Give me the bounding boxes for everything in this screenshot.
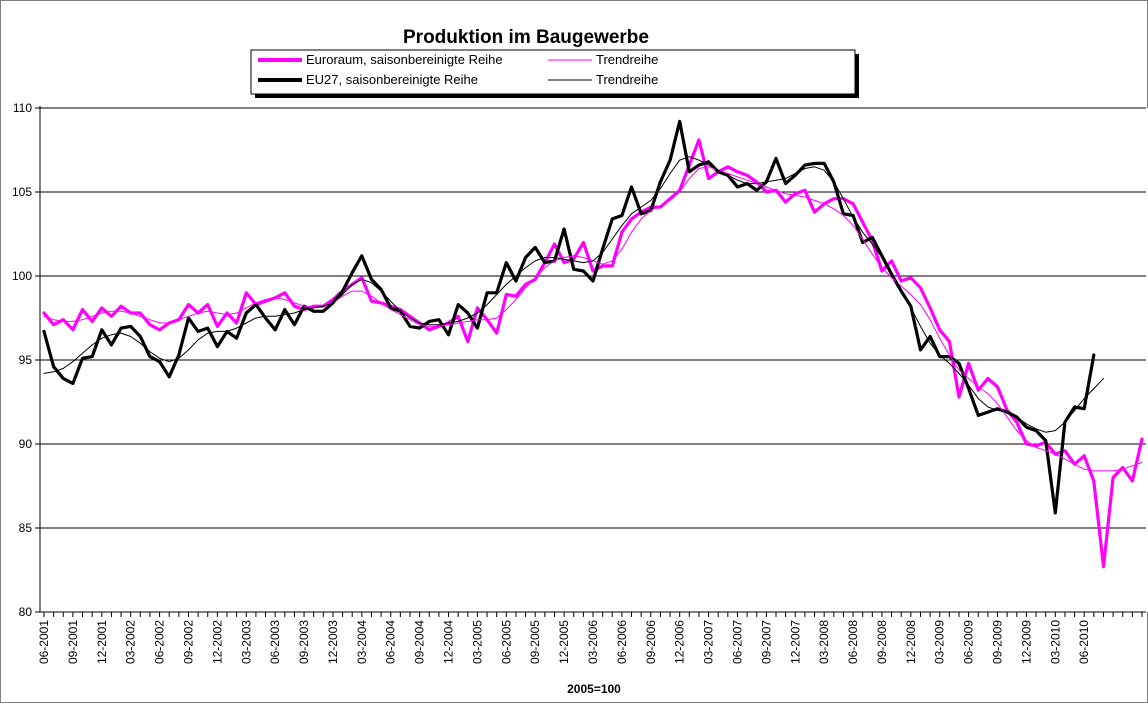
x-tick-label: 06-2007	[730, 620, 744, 664]
y-axis-ticks: 80 85 90 95 100 105 110	[12, 101, 40, 619]
series-line-3	[42, 119, 1096, 515]
y-tick-label: 100	[12, 269, 32, 283]
legend-label-4: Trendreihe	[596, 72, 658, 87]
x-tick-label: 03-2002	[124, 620, 138, 664]
legend-label-1: Euroraum, saisonbereinigte Reihe	[306, 52, 503, 67]
x-tick-label: 09-2009	[991, 620, 1005, 664]
y-tick-label: 90	[19, 437, 33, 451]
x-tick-label: 03-2009	[933, 620, 947, 664]
x-tick-label: 06-2010	[1077, 620, 1091, 664]
x-tick-label: 03-2007	[702, 620, 716, 664]
x-tick-label: 03-2008	[817, 620, 831, 664]
x-tick-label: 09-2006	[644, 620, 658, 664]
x-tick-label: 09-2004	[413, 620, 427, 664]
x-tick-label: 06-2001	[37, 620, 51, 664]
series-line-4	[43, 156, 1104, 433]
legend: Euroraum, saisonbereinigte Reihe Trendrei…	[250, 49, 859, 98]
x-tick-label: 06-2002	[153, 620, 167, 664]
x-tick-label: 03-2004	[355, 620, 369, 664]
x-tick-label: 12-2001	[95, 620, 109, 664]
gridlines	[40, 107, 1146, 529]
x-tick-label: 06-2006	[615, 620, 629, 664]
y-tick-label: 110	[13, 101, 32, 115]
x-tick-label: 06-2009	[962, 620, 976, 664]
x-tick-label: 12-2005	[557, 620, 571, 664]
x-tick-label: 06-2008	[846, 620, 860, 664]
x-tick-label: 03-2003	[239, 620, 253, 664]
series-layer	[42, 119, 1144, 569]
x-tick-label: 09-2002	[181, 620, 195, 664]
x-axis-ticks: 06-2001 09-2001 12-2001 03-2002 06-2002 09-20…	[37, 612, 1143, 664]
x-tick-label: 12-2003	[326, 620, 340, 664]
y-tick-label: 85	[19, 521, 33, 535]
chart-title: Produktion im Baugewerbe	[403, 27, 649, 48]
legend-label-3: EU27, saisonbereinigte Reihe	[306, 72, 478, 87]
x-tick-label: 12-2008	[904, 620, 918, 664]
x-tick-label: 12-2009	[1019, 620, 1033, 664]
x-tick-label: 09-2008	[875, 620, 889, 664]
x-tick-label: 06-2005	[499, 620, 513, 664]
x-tick-label: 12-2002	[210, 620, 224, 664]
x-tick-label: 09-2005	[528, 620, 542, 664]
x-axis-label: 2005=100	[567, 682, 621, 696]
x-tick-label: 12-2007	[788, 620, 802, 664]
x-tick-label: 12-2006	[673, 620, 687, 664]
y-tick-label: 95	[19, 353, 33, 367]
legend-label-2: Trendreihe	[596, 52, 658, 67]
x-tick-label: 09-2007	[759, 620, 773, 664]
x-tick-label: 09-2003	[297, 620, 311, 664]
x-tick-label: 03-2005	[470, 620, 484, 664]
y-tick-label: 80	[19, 605, 33, 619]
x-tick-label: 09-2001	[66, 620, 80, 664]
x-tick-label: 12-2004	[442, 620, 456, 664]
x-tick-label: 03-2006	[586, 620, 600, 664]
x-tick-label: 06-2003	[268, 620, 282, 664]
x-tick-label: 03-2010	[1048, 620, 1062, 664]
x-tick-label: 06-2004	[384, 620, 398, 664]
y-tick-label: 105	[12, 185, 32, 199]
legend-box	[250, 49, 856, 95]
series-line-1	[42, 138, 1144, 569]
